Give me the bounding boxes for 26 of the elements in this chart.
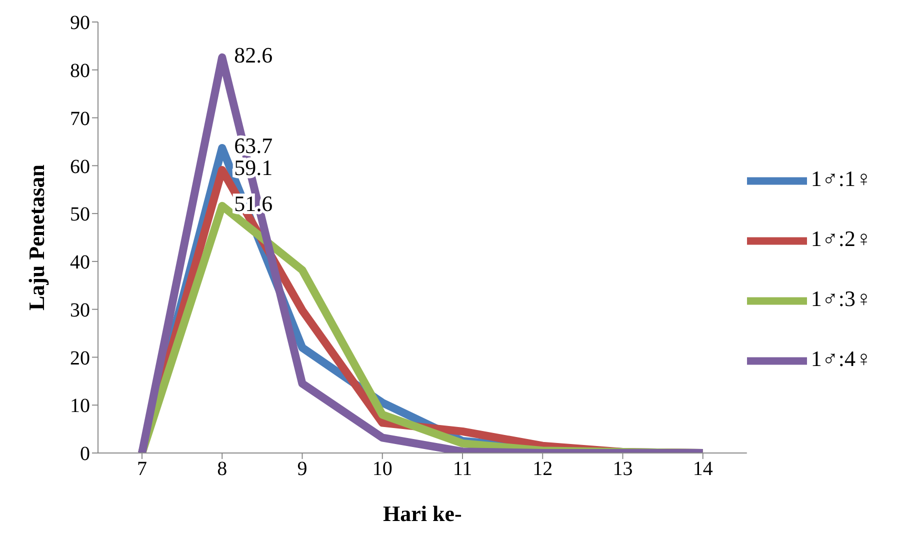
legend-label: 1♂:1♀ — [810, 166, 872, 191]
x-tick-label: 10 — [372, 458, 392, 480]
x-tick-label: 13 — [612, 458, 633, 480]
x-tick-label: 7 — [137, 458, 147, 480]
x-tick-label: 12 — [532, 458, 553, 480]
legend-label: 1♂:3♀ — [810, 286, 872, 311]
y-tick-label: 10 — [70, 395, 90, 418]
y-tick-label: 90 — [70, 12, 90, 34]
x-tick-label: 14 — [692, 458, 713, 480]
x-tick-label: 8 — [217, 458, 228, 480]
x-axis-title: Hari ke- — [383, 501, 462, 526]
y-tick-label: 40 — [70, 252, 90, 274]
y-tick-label: 50 — [70, 204, 90, 226]
y-tick-label: 0 — [80, 443, 90, 466]
data-label: 82.6 — [234, 42, 273, 68]
y-axis-title: Laju Penetasan — [24, 164, 49, 311]
y-tick-label: 30 — [70, 299, 90, 322]
y-tick-label: 20 — [70, 347, 90, 370]
x-tick-label: 9 — [297, 458, 308, 480]
y-tick-label: 60 — [70, 156, 90, 178]
y-tick-label: 80 — [70, 60, 90, 82]
legend-label: 1♂:4♀ — [810, 346, 872, 371]
legend-label: 1♂:2♀ — [810, 226, 872, 251]
x-tick-label: 11 — [452, 458, 472, 480]
data-label: 51.6 — [234, 190, 273, 216]
y-tick-label: 70 — [70, 108, 90, 130]
